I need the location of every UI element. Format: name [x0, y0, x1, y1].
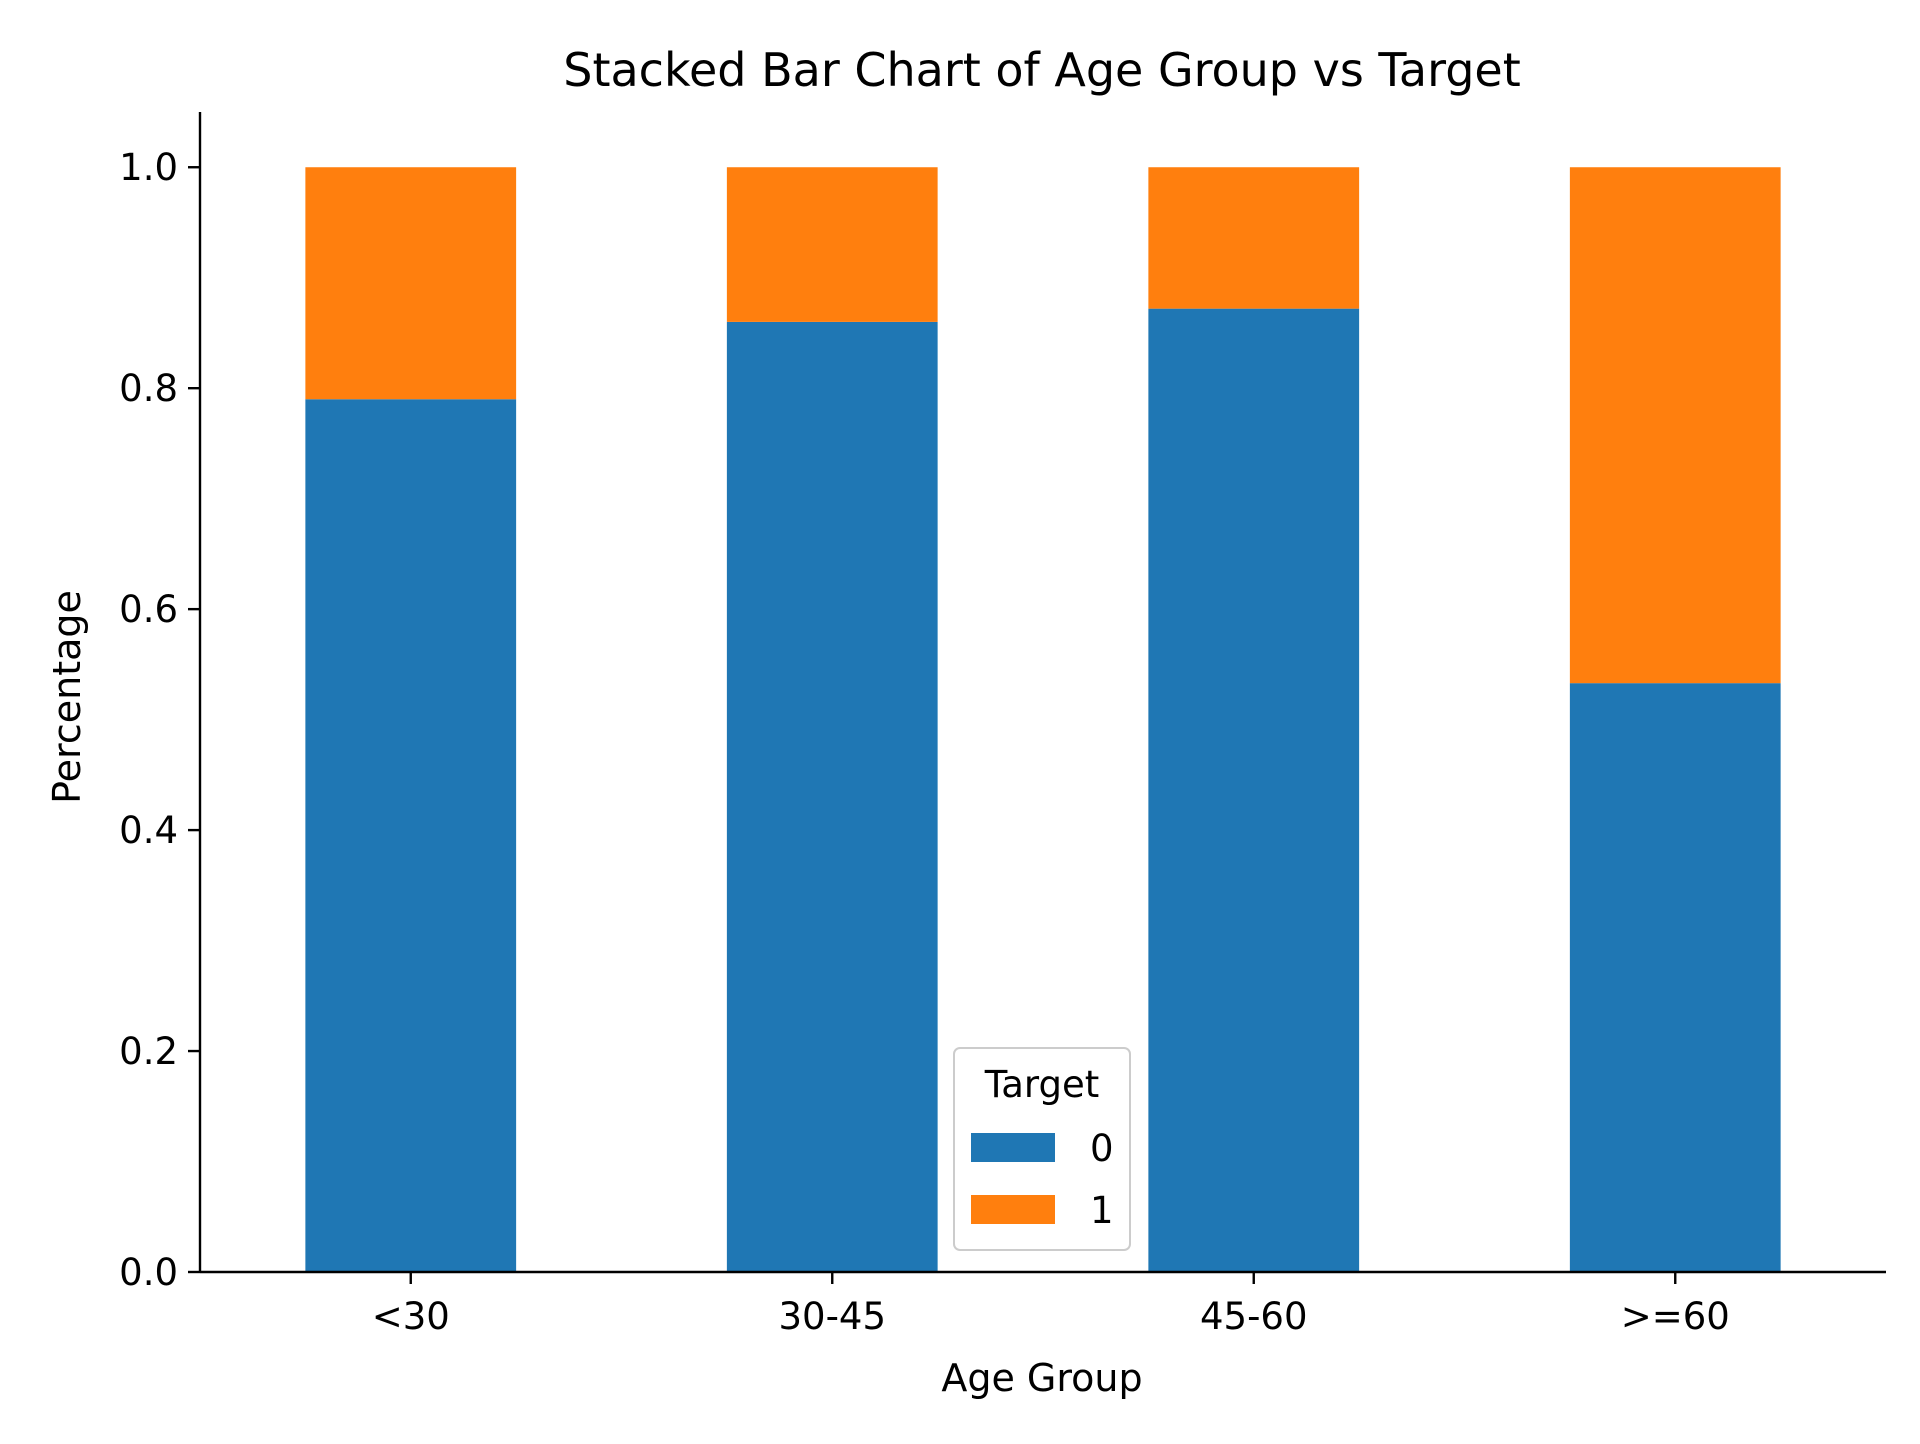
legend-swatch-0	[971, 1133, 1055, 1162]
legend: Target 01	[953, 1047, 1131, 1251]
y-tick-label: 0.0	[119, 1251, 178, 1294]
bar-2-series-0	[726, 321, 938, 1272]
legend-title: Target	[984, 1063, 1099, 1106]
legend-entries: 01	[971, 1127, 1114, 1232]
x-tick-label: 30-45	[778, 1295, 886, 1338]
bar-4-series-1	[1569, 167, 1781, 684]
x-tick-label: 45-60	[1200, 1295, 1308, 1338]
y-axis-label: Percentage	[45, 590, 89, 804]
y-tick-label: 1.0	[119, 146, 178, 189]
y-tick-label: 0.6	[119, 588, 178, 631]
bars-layer	[305, 167, 1781, 1273]
bar-1-series-0	[305, 399, 517, 1272]
y-tick-label: 0.2	[119, 1030, 178, 1073]
y-tick-label: 0.4	[119, 809, 178, 852]
x-ticks-layer: <30 30-45 45-60 >=60	[372, 1272, 1730, 1338]
x-tick-label: >=60	[1621, 1295, 1730, 1338]
legend-label-0: 0	[1090, 1127, 1114, 1170]
x-tick-label: <30	[372, 1295, 450, 1338]
bar-3-series-1	[1148, 167, 1360, 309]
bar-1-series-1	[305, 167, 517, 400]
y-tick-label: 0.8	[119, 367, 178, 410]
legend-swatch-1	[971, 1195, 1055, 1224]
y-ticks-layer: 0.0 0.2 0.4 0.6 0.8 1.0	[119, 146, 200, 1294]
chart-title: Stacked Bar Chart of Age Group vs Target	[563, 43, 1521, 97]
legend-label-1: 1	[1090, 1189, 1114, 1232]
bar-2-series-1	[726, 167, 938, 322]
bar-4-series-0	[1569, 683, 1781, 1272]
x-axis-label: Age Group	[941, 1356, 1142, 1400]
bar-3-series-0	[1148, 308, 1360, 1273]
